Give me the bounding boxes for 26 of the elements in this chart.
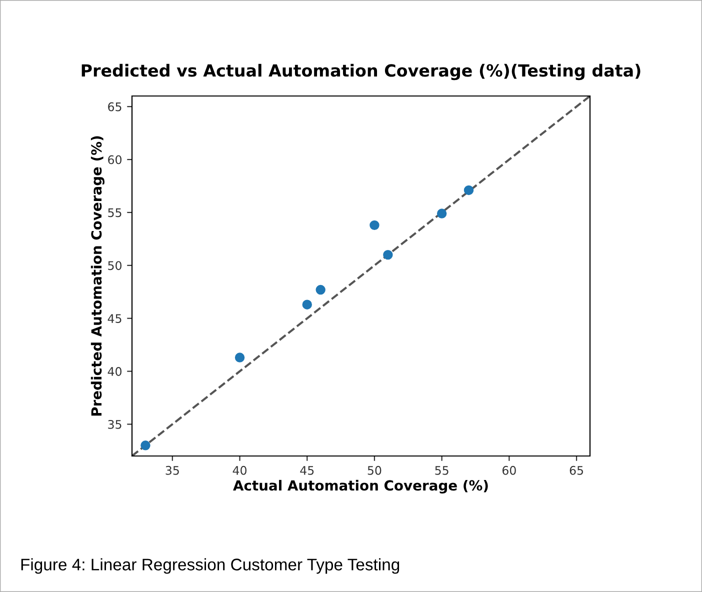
y-tick-label: 50 [108, 261, 122, 270]
y-tick-label: 40 [108, 367, 122, 376]
y-tick-label: 65 [108, 102, 122, 112]
x-tick-label: 65 [570, 466, 584, 475]
x-tick-label: 50 [368, 466, 382, 475]
y-tick-label: 45 [108, 314, 122, 324]
point [302, 300, 312, 310]
y-tick-label: 35 [108, 420, 122, 429]
y-tick-label: 60 [108, 155, 122, 164]
caption: Figure 4: Linear Regression Customer Type Testing [21, 558, 400, 574]
point [316, 284, 326, 295]
y-axis-title: Predicted Automation Coverage (%) [90, 136, 104, 416]
point [464, 185, 474, 196]
x-tick-label: 35 [166, 466, 179, 475]
x-tick-label: 45 [300, 466, 314, 475]
chart-title: Predicted vs Actual Automation Coverage (%)(Testing data) [82, 64, 640, 80]
point [370, 220, 380, 230]
x-axis-title: Actual Automation Coverage (%) [233, 480, 488, 494]
x-tick-label: 55 [435, 466, 448, 475]
y-tick-label: 55 [108, 208, 122, 218]
point [140, 440, 150, 450]
x-tick-label: 40 [232, 466, 246, 475]
point [436, 208, 447, 218]
point [234, 352, 245, 362]
point [383, 250, 393, 260]
x-tick-label: 60 [502, 466, 516, 475]
